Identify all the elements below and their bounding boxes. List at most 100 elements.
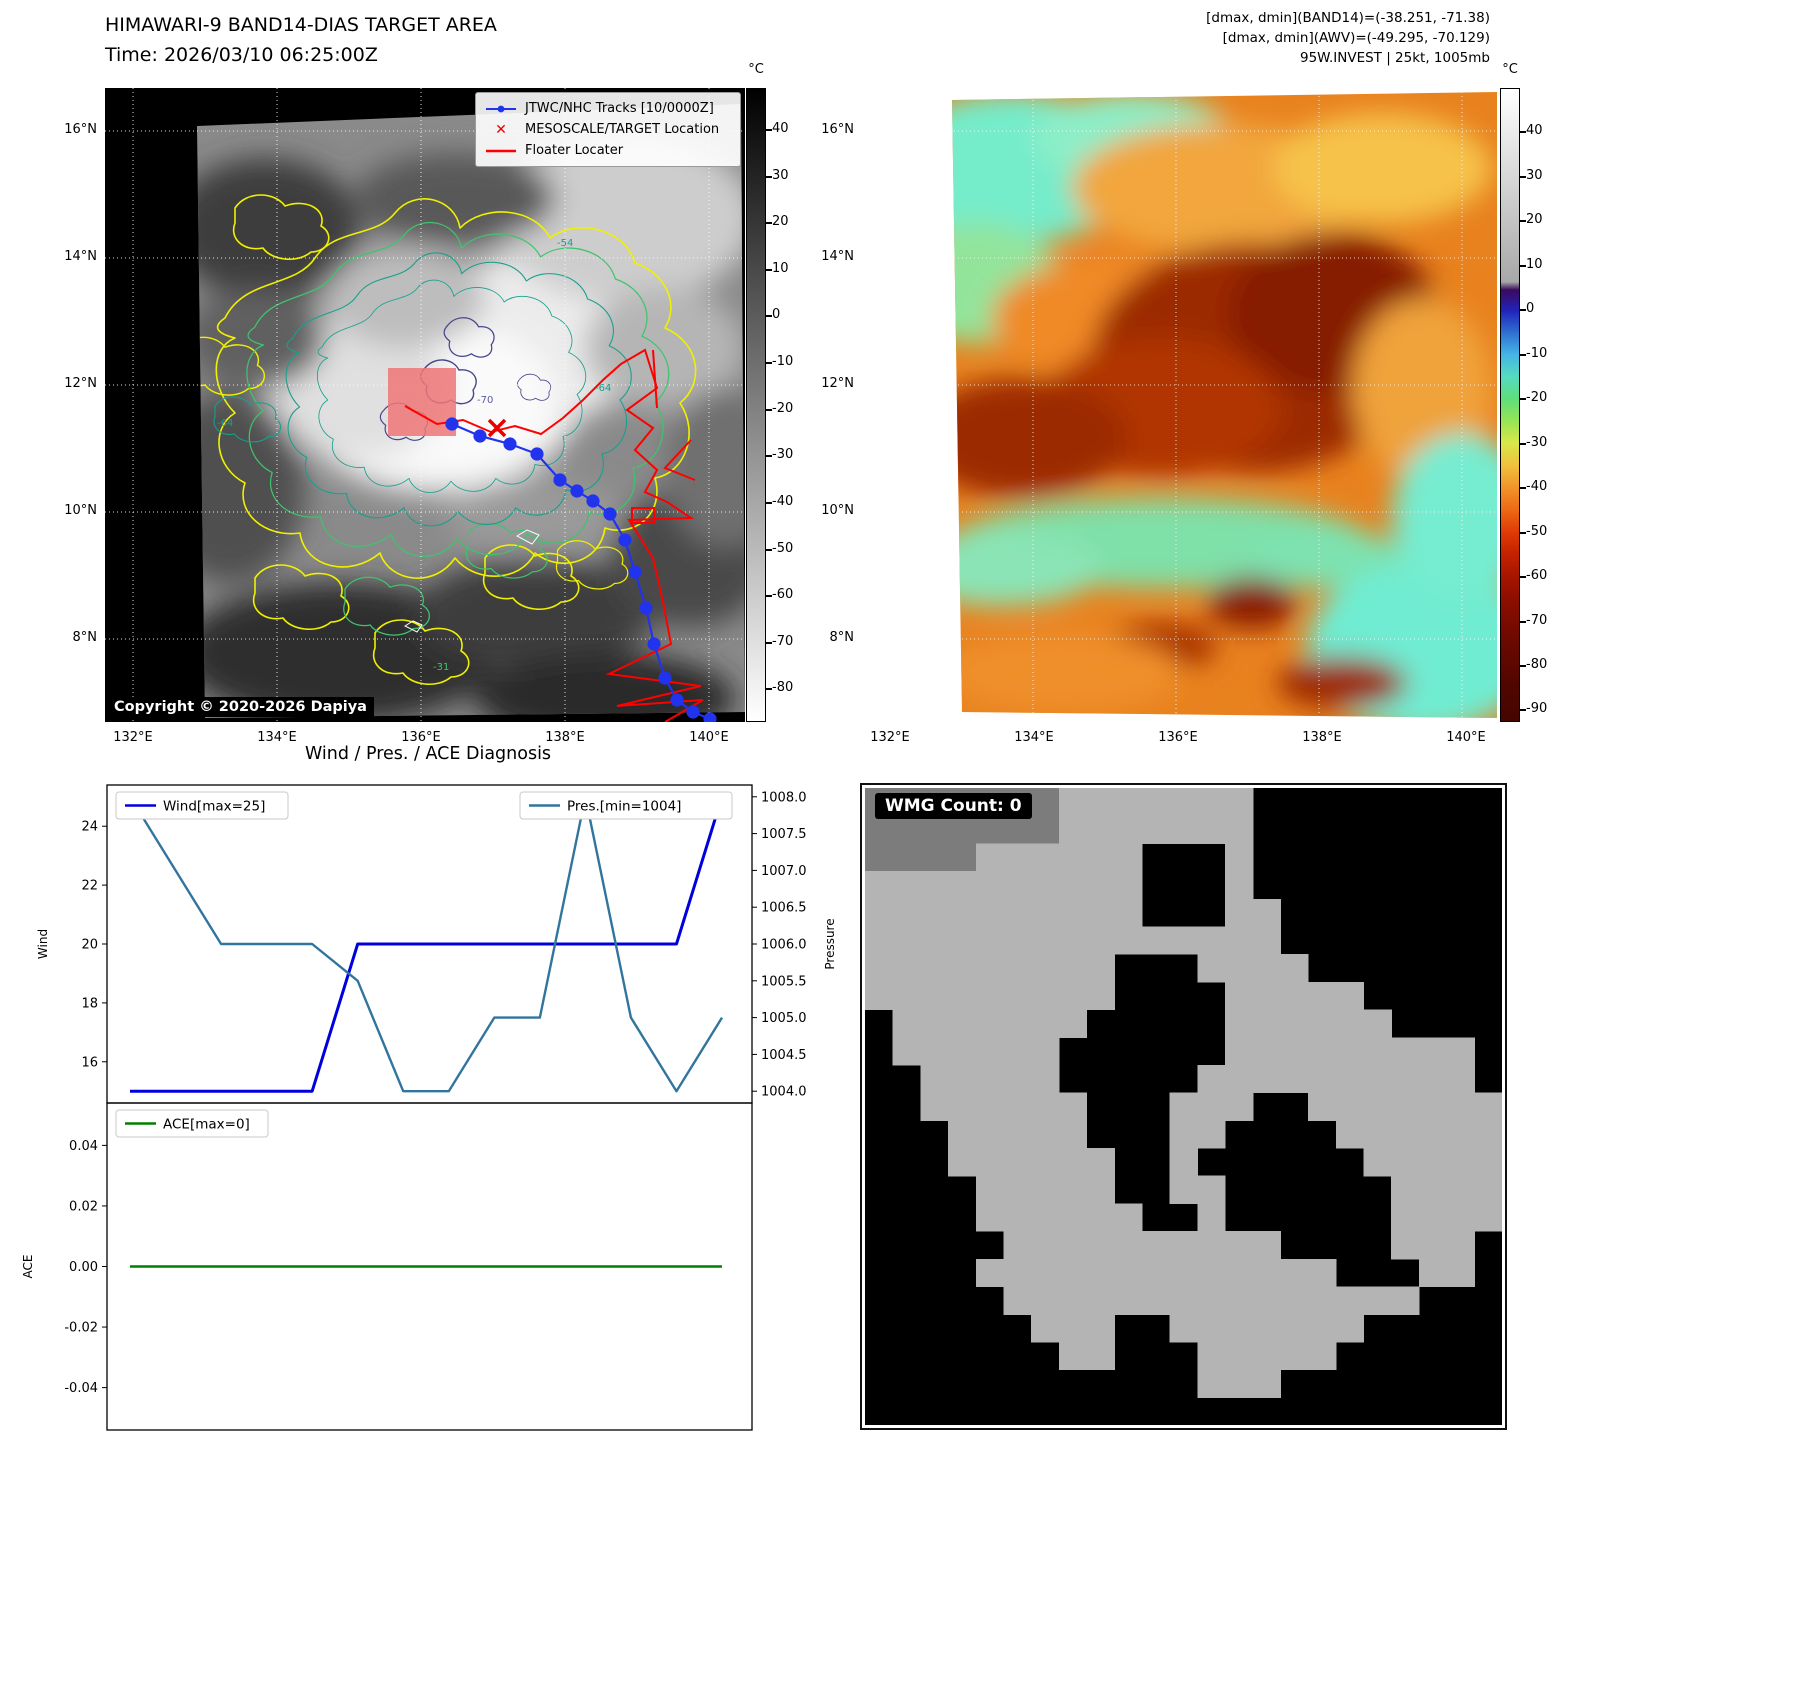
graphic-rect	[1225, 871, 1254, 900]
graphic-rect	[920, 871, 949, 900]
graphic-rect	[1363, 1064, 1392, 1094]
graphic-rect	[1141, 926, 1171, 955]
graphic-rect	[975, 843, 1005, 872]
graphic-rect	[920, 1009, 949, 1038]
graphic-text: Pressure	[823, 918, 837, 969]
graphic-rect	[1003, 1286, 1032, 1315]
graphic-rect	[519, 791, 733, 820]
graphic-rect	[1003, 1064, 1032, 1094]
graphic-rect	[975, 1258, 1005, 1288]
graphic-rect	[892, 981, 921, 1011]
graphic-rect	[1031, 788, 1060, 817]
graphic-rect	[1003, 1258, 1032, 1288]
graphic-rect	[1252, 1009, 1282, 1038]
graphic-rect	[1335, 1120, 1365, 1149]
graphic-rect	[975, 1148, 1005, 1177]
graphic-rect	[1058, 1286, 1088, 1315]
graphic-rect	[975, 898, 1005, 928]
graphic-rect	[1031, 1314, 1060, 1343]
graphic-path	[652, 349, 658, 409]
graphic-ellipse	[325, 248, 485, 348]
graphic-rect	[1058, 926, 1088, 955]
graphic-rect	[1003, 871, 1032, 900]
graphic-rect	[1058, 1203, 1088, 1232]
diagnosis-charts: 16 18 20 22 24 1008.0 1007.5 1007.0 1006.5 1006.0…	[21, 784, 837, 1431]
graphic-rect	[1058, 1231, 1088, 1260]
colorbar-tick-label: -60	[772, 587, 794, 603]
awv-colorbar-unit: °C	[1502, 62, 1518, 77]
graphic-rect	[1363, 1037, 1392, 1066]
graphic-text: 20	[81, 938, 98, 953]
graphic-rect	[1446, 1203, 1475, 1232]
colorbar-tick-label: -30	[772, 447, 794, 463]
graphic-rect	[865, 871, 894, 900]
graphic-rect	[920, 843, 949, 872]
graphic-text: 0.04	[69, 1139, 98, 1154]
graphic-rect	[1280, 1341, 1309, 1371]
graphic-rect	[1031, 843, 1060, 872]
graphic-rect	[1031, 1037, 1060, 1066]
graphic-ellipse	[1392, 433, 1497, 603]
graphic-rect	[1058, 871, 1088, 900]
graphic-rect	[1335, 1092, 1365, 1121]
graphic-rect	[1197, 788, 1226, 817]
lat-tick-label: 12°N	[64, 376, 97, 391]
graphic-rect	[1225, 1286, 1254, 1315]
graphic-rect	[1031, 981, 1060, 1011]
graphic-rect	[920, 926, 949, 955]
legend-row-floater: Floater Locater	[484, 140, 732, 161]
band14-colorbar	[746, 88, 766, 722]
graphic-rect	[1197, 1092, 1226, 1121]
graphic-rect	[1031, 1064, 1060, 1094]
graphic-rect	[1086, 926, 1115, 955]
graphic-rect	[1391, 1120, 1420, 1149]
graphic-ellipse	[952, 633, 1182, 713]
graphic-rect	[1086, 1175, 1115, 1205]
colorbar-tick-label: -30	[1526, 434, 1548, 450]
legend-floater-label: Floater Locater	[525, 143, 624, 158]
graphic-text: -64	[217, 418, 233, 429]
graphic-rect	[1114, 1203, 1143, 1232]
graphic-rect	[1003, 843, 1032, 872]
graphic-rect	[948, 815, 977, 844]
graphic-rect	[1086, 843, 1115, 872]
graphic-rect	[1280, 1314, 1309, 1343]
graphic-rect	[115, 1109, 269, 1138]
graphic-rect	[1335, 1064, 1365, 1094]
graphic-rect	[948, 898, 977, 928]
colorbar-tick-mark	[766, 128, 772, 131]
graphic-rect	[975, 954, 1005, 983]
wmg-mask	[865, 788, 1503, 1398]
graphic-rect	[1197, 1175, 1226, 1205]
graphic-rect	[1446, 1148, 1475, 1177]
graphic-rect	[1308, 1286, 1337, 1315]
graphic-rect	[1308, 1064, 1337, 1094]
graphic-rect	[975, 1203, 1005, 1232]
colorbar-tick-label: 0	[772, 307, 781, 323]
colorbar-tick-label: -10	[1526, 345, 1548, 361]
graphic-rect	[1114, 1231, 1143, 1260]
graphic-rect	[892, 898, 921, 928]
target-x-marker	[487, 418, 507, 438]
graphic-rect	[1225, 926, 1254, 955]
awv-colorbar	[1500, 88, 1520, 722]
graphic-rect	[1280, 1258, 1309, 1288]
awv-header: [dmax, dmin](BAND14)=(-38.251, -71.38) […	[990, 8, 1490, 68]
graphic-rect	[1308, 1314, 1337, 1343]
graphic-rect	[1418, 1037, 1448, 1066]
graphic-rect	[1225, 981, 1254, 1011]
graphic-rect	[1474, 1148, 1503, 1177]
graphic-text: -54	[557, 238, 573, 249]
graphic-rect	[1058, 898, 1088, 928]
lon-tick-label: 136°E	[1158, 730, 1198, 745]
graphic-rect	[1308, 1341, 1337, 1371]
legend-target-label: MESOSCALE/TARGET Location	[525, 122, 720, 137]
graphic-rect	[1114, 788, 1143, 817]
grid-lines	[952, 92, 1497, 718]
graphic-rect	[948, 1037, 977, 1066]
tracks-line-icon	[486, 105, 516, 112]
graphic-text: -31	[433, 662, 449, 673]
wmg-panel: WMG Count: 0	[860, 783, 1507, 1430]
graphic-rect	[1058, 1341, 1088, 1371]
colorbar-tick-label: -20	[772, 400, 794, 416]
